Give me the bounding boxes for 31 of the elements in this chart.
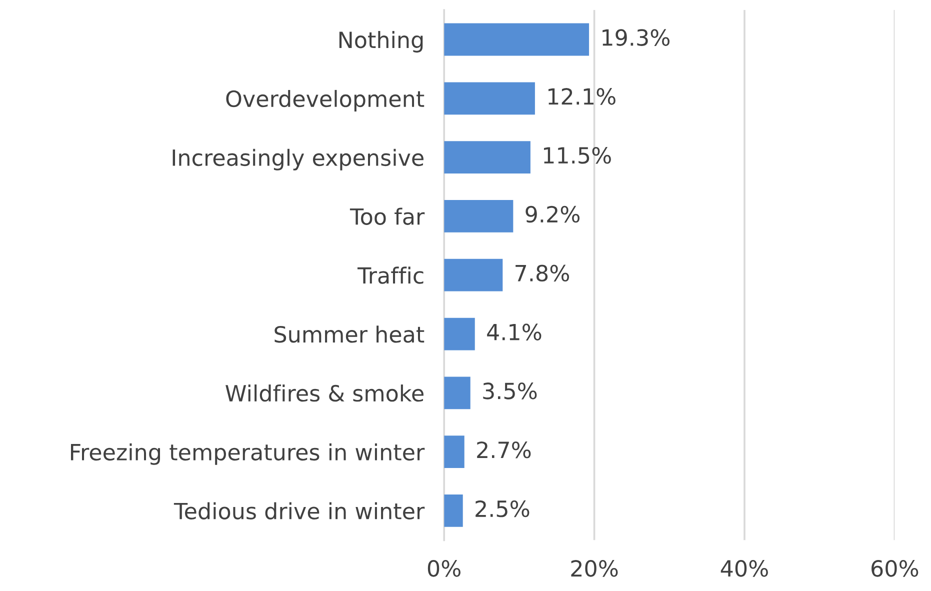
y-tick-label: Increasingly expensive	[172, 148, 424, 170]
bar	[444, 494, 463, 527]
bar	[444, 141, 530, 174]
bar	[444, 82, 535, 115]
y-tick-label: Tedious drive in winter	[174, 502, 425, 520]
data-label: 9.2%	[526, 206, 580, 223]
data-label: 19.3%	[602, 29, 670, 46]
data-label: 7.8%	[516, 264, 570, 282]
y-tick-label: Overdevelopment	[226, 90, 424, 112]
y-tick-label: Summer heat	[274, 326, 424, 343]
data-label: 11.5%	[544, 146, 611, 164]
data-label: 2.7%	[477, 441, 531, 458]
x-tick-label: 40%	[720, 560, 768, 577]
x-tick-label: 0%	[428, 560, 460, 577]
data-label: 12.1%	[548, 88, 616, 105]
data-label: 2.5%	[476, 500, 530, 518]
x-tick-label: 60%	[872, 560, 918, 577]
y-tick-label: Wildfires & smoke	[226, 384, 424, 402]
y-tick-label: Traffic	[357, 266, 424, 284]
bar	[444, 258, 503, 292]
bar	[444, 436, 464, 468]
data-label: 4.1%	[487, 324, 542, 340]
x-tick-label: 20%	[571, 560, 618, 577]
y-tick-label: Nothing	[339, 31, 423, 53]
y-tick-label: Too far	[350, 208, 425, 225]
data-label: 3.5%	[483, 382, 537, 400]
bar	[444, 23, 590, 56]
y-tick-label: Freezing temperatures in winter	[71, 443, 425, 465]
bar	[444, 376, 470, 410]
bar	[444, 200, 514, 232]
bar	[444, 318, 475, 350]
